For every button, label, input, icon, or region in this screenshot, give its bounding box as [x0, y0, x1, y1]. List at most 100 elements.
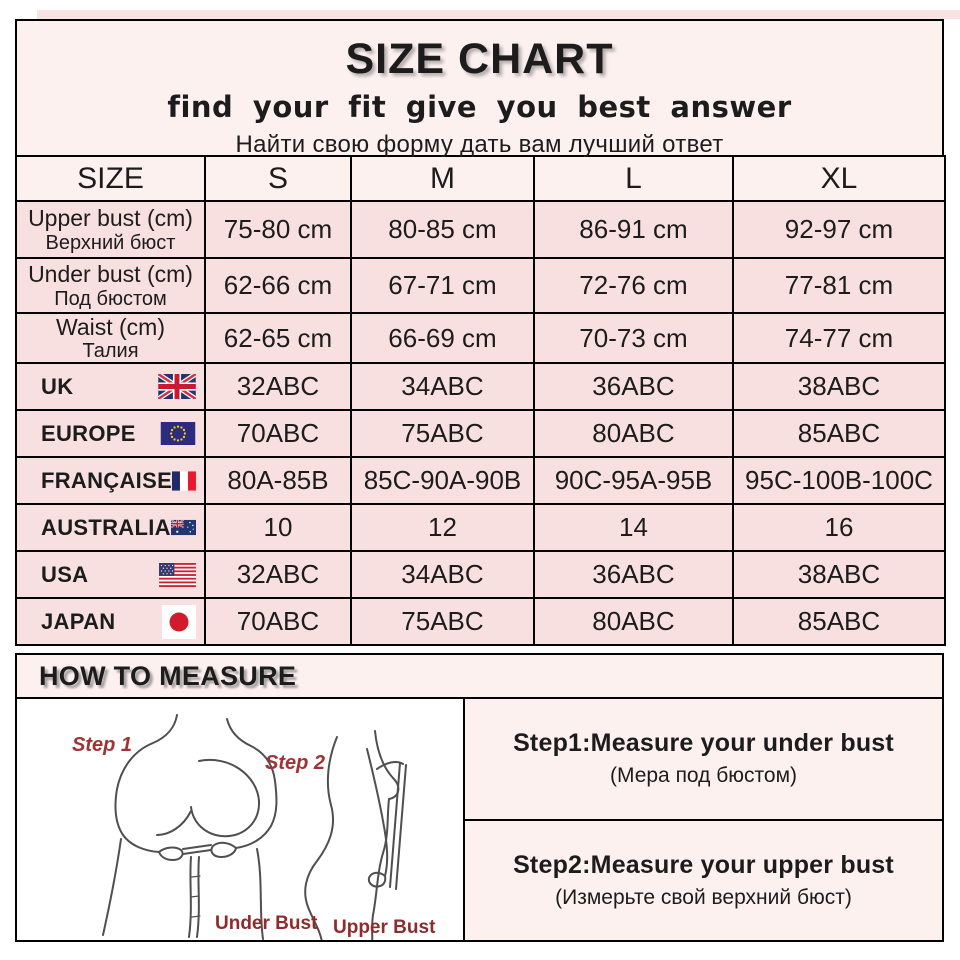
- cell-value: 74-77 cm: [732, 311, 946, 365]
- table-row-japan: JAPAN 70ABC 75ABC 80ABC 85ABC: [15, 597, 946, 647]
- cell-value: 90C-95A-95B: [533, 456, 734, 506]
- table-header-row: SIZE S M L XL: [15, 155, 946, 202]
- cell-value: 80ABC: [533, 597, 734, 647]
- japan-flag-icon: [162, 604, 196, 639]
- row-label-ru: Верхний бюст: [45, 231, 176, 254]
- cell-value: 86-91 cm: [533, 200, 734, 259]
- step1-cell: Step1:Measure your under bust (Мера под …: [465, 699, 942, 821]
- pink-top-strip: [37, 10, 960, 19]
- cell-value: 95C-100B-100C: [732, 456, 946, 506]
- row-label-japan: JAPAN: [15, 597, 206, 647]
- cell-value: 75ABC: [350, 409, 535, 459]
- country-name: JAPAN: [41, 608, 116, 634]
- cell-value: 14: [533, 503, 734, 553]
- size-header-cell: SIZE: [15, 155, 206, 202]
- step2-subtitle: (Измерьте свой верхний бюст): [555, 885, 852, 909]
- table-row-usa: USA: [15, 550, 946, 600]
- cell-value: 34ABC: [350, 550, 535, 600]
- table-row-europe: EUROPE 70ABC 75ABC 80ABC 85ABC: [15, 409, 946, 459]
- row-label-ru: Под бюстом: [54, 287, 167, 310]
- cell-value: 34ABC: [350, 362, 535, 412]
- step2-figure-label: Step 2: [265, 752, 325, 774]
- cell-value: 66-69 cm: [350, 311, 535, 365]
- step1-title: Step1:Measure your under bust: [513, 729, 894, 758]
- row-label-waist: Waist (cm) Талия: [15, 311, 206, 365]
- usa-flag-icon: [159, 562, 196, 587]
- eu-flag-icon: [160, 422, 196, 446]
- column-header-xl: XL: [732, 155, 946, 202]
- cell-value: 36ABC: [533, 362, 734, 412]
- step2-title: Step2:Measure your upper bust: [513, 850, 894, 879]
- row-label-en: Waist (cm): [55, 314, 165, 340]
- row-label-australia: AUSTRALIA: [15, 503, 206, 553]
- measure-figures-drawing: Step 1 Step 2 Under Bust Upper Bust: [72, 714, 436, 945]
- cell-value: 85ABC: [732, 409, 946, 459]
- size-chart-section: SIZE CHART find your fit give you best a…: [15, 19, 946, 647]
- cell-value: 16: [732, 503, 946, 553]
- cell-value: 62-66 cm: [204, 257, 352, 314]
- row-label-en: Under bust (cm): [28, 261, 193, 288]
- row-label-under-bust: Under bust (cm) Под бюстом: [15, 257, 206, 314]
- measure-illustration: Step 1 Step 2 Under Bust Upper Bust: [17, 699, 465, 945]
- australia-flag-icon: [170, 519, 196, 536]
- page-subtitle-russian: Найти свою форму дать вам лучший ответ: [235, 131, 724, 159]
- cell-value: 38ABC: [732, 550, 946, 600]
- cell-value: 67-71 cm: [350, 257, 535, 314]
- how-to-measure-title: HOW TO MEASURE: [17, 655, 942, 699]
- column-header-l: L: [533, 155, 734, 202]
- cell-value: 70ABC: [204, 409, 352, 459]
- cell-value: 32ABC: [204, 362, 352, 412]
- row-label-usa: USA: [15, 550, 206, 600]
- step1-figure-label: Step 1: [72, 734, 132, 756]
- cell-value: 32ABC: [204, 550, 352, 600]
- cell-value: 80A-85B: [204, 456, 352, 506]
- row-label-upper-bust: Upper bust (cm) Верхний бюст: [15, 200, 206, 259]
- measure-steps-panel: Step1:Measure your under bust (Мера под …: [465, 699, 942, 940]
- row-label-ru: Талия: [82, 340, 139, 363]
- column-header-s: S: [204, 155, 352, 202]
- cell-value: 85ABC: [732, 597, 946, 647]
- cell-value: 85C-90A-90B: [350, 456, 535, 506]
- cell-value: 10: [204, 503, 352, 553]
- table-row-australia: AUSTRALIA 10 1: [15, 503, 946, 553]
- table-row-francaise: FRANÇAISE 80A-85B 85C-90A-90B 90C-95A-95…: [15, 456, 946, 506]
- upper-bust-caption: Upper Bust: [333, 917, 436, 938]
- table-row-upper-bust: Upper bust (cm) Верхний бюст 75-80 cm 80…: [15, 200, 946, 259]
- table-row-under-bust: Under bust (cm) Под бюстом 62-66 cm 67-7…: [15, 257, 946, 314]
- row-label-europe: EUROPE: [15, 409, 206, 459]
- country-name: EUROPE: [41, 420, 136, 446]
- row-label-francaise: FRANÇAISE: [15, 456, 206, 506]
- cell-value: 38ABC: [732, 362, 946, 412]
- row-label-uk: UK: [15, 362, 206, 412]
- cell-value: 80ABC: [533, 409, 734, 459]
- table-row-uk: UK 32ABC 34ABC 36ABC 38ABC: [15, 362, 946, 412]
- cell-value: 80-85 cm: [350, 200, 535, 259]
- how-to-measure-section: HOW TO MEASURE: [15, 653, 944, 945]
- cell-value: 75-80 cm: [204, 200, 352, 259]
- cell-value: 12: [350, 503, 535, 553]
- row-label-en: Upper bust (cm): [28, 205, 193, 232]
- cell-value: 62-65 cm: [204, 311, 352, 365]
- cell-value: 70-73 cm: [533, 311, 734, 365]
- cell-value: 75ABC: [350, 597, 535, 647]
- cell-value: 36ABC: [533, 550, 734, 600]
- country-name: FRANÇAISE: [41, 467, 173, 493]
- step2-cell: Step2:Measure your upper bust (Измерьте …: [465, 821, 942, 941]
- country-name: USA: [41, 561, 89, 587]
- france-flag-icon: [172, 471, 196, 491]
- page-subtitle: find your fit give you best answer: [167, 90, 792, 125]
- cell-value: 92-97 cm: [732, 200, 946, 259]
- step1-subtitle: (Мера под бюстом): [609, 764, 798, 788]
- country-name: UK: [41, 373, 74, 399]
- table-row-waist: Waist (cm) Талия 62-65 cm 66-69 cm 70-73…: [15, 311, 946, 365]
- cell-value: 72-76 cm: [533, 257, 734, 314]
- chart-title-block: SIZE CHART find your fit give you best a…: [15, 19, 944, 158]
- cell-value: 77-81 cm: [732, 257, 946, 314]
- under-bust-caption: Under Bust: [215, 913, 318, 934]
- column-header-m: M: [350, 155, 535, 202]
- uk-flag-icon: [158, 374, 196, 400]
- cell-value: 70ABC: [204, 597, 352, 647]
- country-name: AUSTRALIA: [41, 514, 171, 540]
- page-title: SIZE CHART: [345, 35, 614, 83]
- size-table: SIZE S M L XL Upper bust (cm) Верхний бю…: [15, 155, 946, 647]
